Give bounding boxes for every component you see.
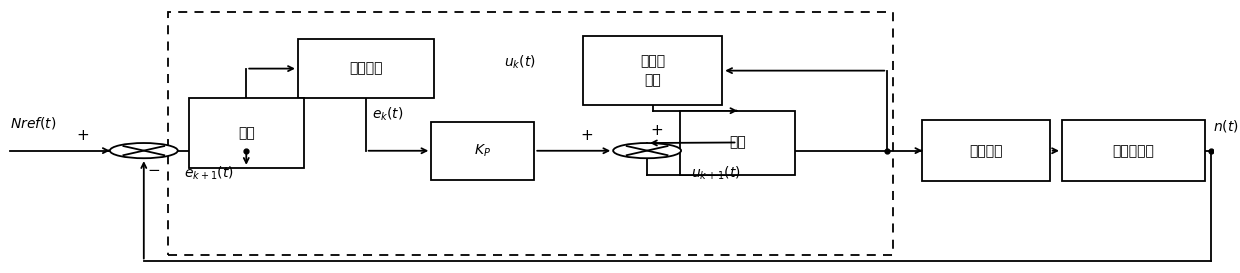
Text: $Nref(t)$: $Nref(t)$ [10, 115, 57, 132]
Circle shape [613, 143, 681, 158]
Circle shape [110, 143, 177, 158]
Bar [680, 111, 795, 174]
Text: $e_{k+1}(t)$: $e_{k+1}(t)$ [184, 165, 233, 182]
Text: $u_{k+1}(t)$: $u_{k+1}(t)$ [691, 165, 740, 182]
Text: 误差记忆: 误差记忆 [348, 62, 382, 76]
Text: 控制量
记忆: 控制量 记忆 [640, 54, 665, 87]
Text: +: + [651, 123, 663, 138]
Bar [298, 39, 434, 99]
Bar [432, 121, 534, 180]
Text: $u_k(t)$: $u_k(t)$ [503, 54, 536, 71]
Bar [169, 12, 893, 256]
Text: −: − [148, 163, 160, 178]
Text: $n(t)$: $n(t)$ [1214, 118, 1239, 134]
Bar [1061, 120, 1205, 181]
Text: $e_k(t)$: $e_k(t)$ [372, 105, 403, 123]
Text: $K_P$: $K_P$ [474, 143, 491, 159]
Text: +: + [580, 128, 593, 143]
Bar [188, 99, 304, 168]
Text: +: + [77, 128, 89, 143]
Text: 驱动电路: 驱动电路 [970, 144, 1003, 158]
Bar [583, 36, 722, 105]
Text: 延时: 延时 [729, 136, 745, 150]
Bar [923, 120, 1050, 181]
Text: 超声波电机: 超声波电机 [1112, 144, 1154, 158]
Text: 延时: 延时 [238, 126, 254, 140]
